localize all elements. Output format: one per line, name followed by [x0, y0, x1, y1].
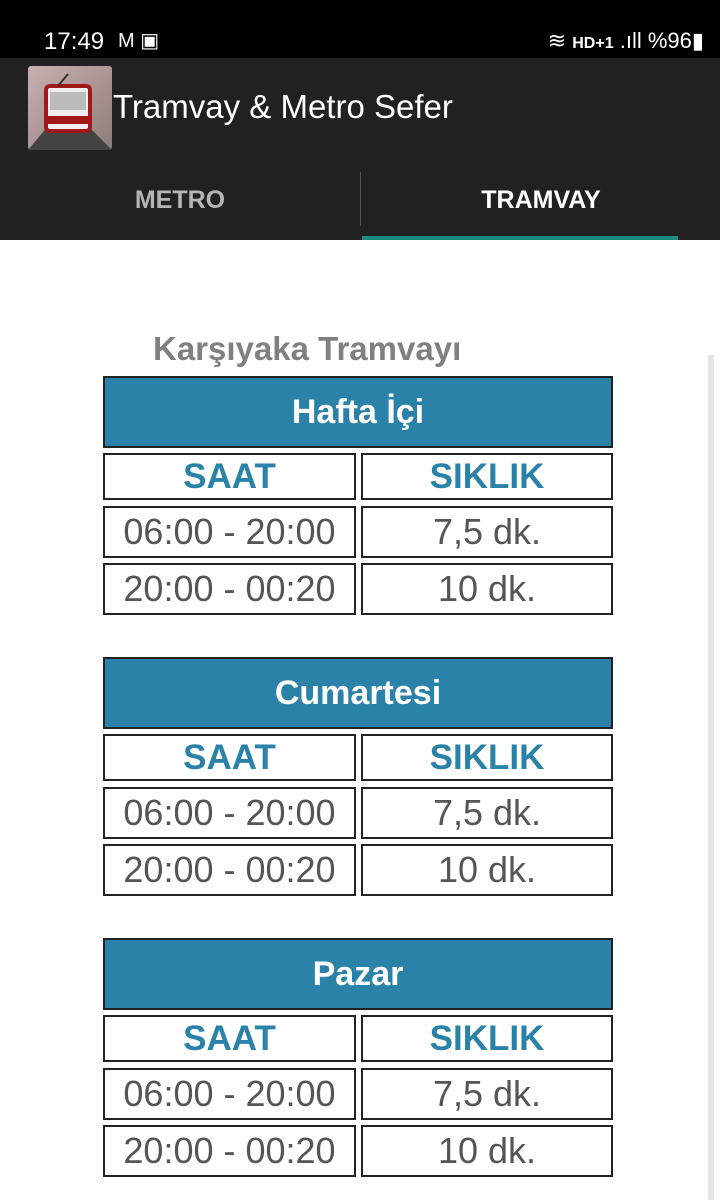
scrollbar[interactable] [708, 355, 714, 1200]
tab-indicator [362, 236, 678, 240]
column-header-siklik: SIKLIK [361, 734, 613, 781]
time-range-cell: 20:00 - 00:20 [103, 563, 356, 615]
system-icons: ≋ HD+1 .ıll %96▮ [548, 28, 704, 54]
day-header: Hafta İçi [103, 376, 613, 448]
network-type: HD+1 [572, 35, 614, 52]
tram-icon [28, 73, 112, 150]
day-header: Pazar [103, 938, 613, 1010]
time-range-cell: 20:00 - 00:20 [103, 1125, 356, 1177]
frequency-cell: 10 dk. [361, 1125, 613, 1177]
frequency-cell: 7,5 dk. [361, 787, 613, 839]
status-bar: 17:49 M ▣ ≋ HD+1 .ıll %96▮ [0, 0, 720, 58]
column-header-siklik: SIKLIK [361, 453, 613, 500]
battery-level: %96 [647, 28, 692, 53]
notification-icons: M ▣ [118, 28, 159, 53]
time-range-cell: 06:00 - 20:00 [103, 506, 356, 558]
signal-icon: .ıll [619, 28, 642, 53]
column-header-saat: SAAT [103, 1015, 356, 1062]
app-logo [28, 66, 112, 150]
clock: 17:49 [44, 28, 105, 55]
time-range-cell: 06:00 - 20:00 [103, 1068, 356, 1120]
gmail-icon: M [118, 30, 135, 52]
time-range-cell: 20:00 - 00:20 [103, 844, 356, 896]
day-header: Cumartesi [103, 657, 613, 729]
tab-tramvay[interactable]: TRAMVAY [481, 186, 601, 214]
time-range-cell: 06:00 - 20:00 [103, 787, 356, 839]
app-title: Tramvay & Metro Sefer [113, 88, 453, 125]
frequency-cell: 10 dk. [361, 844, 613, 896]
column-header-saat: SAAT [103, 453, 356, 500]
gallery-icon: ▣ [140, 30, 160, 52]
frequency-cell: 10 dk. [361, 563, 613, 615]
column-header-siklik: SIKLIK [361, 1015, 613, 1062]
column-header-saat: SAAT [103, 734, 356, 781]
tab-divider [360, 172, 361, 226]
battery-charging-icon: ▮ [691, 28, 704, 53]
frequency-cell: 7,5 dk. [361, 506, 613, 558]
line-title: Karşıyaka Tramvayı [153, 330, 462, 367]
frequency-cell: 7,5 dk. [361, 1068, 613, 1120]
wifi-icon: ≋ [547, 28, 567, 53]
app-bar: Tramvay & Metro Sefer METRO TRAMVAY [0, 58, 720, 240]
tab-metro[interactable]: METRO [134, 186, 226, 214]
